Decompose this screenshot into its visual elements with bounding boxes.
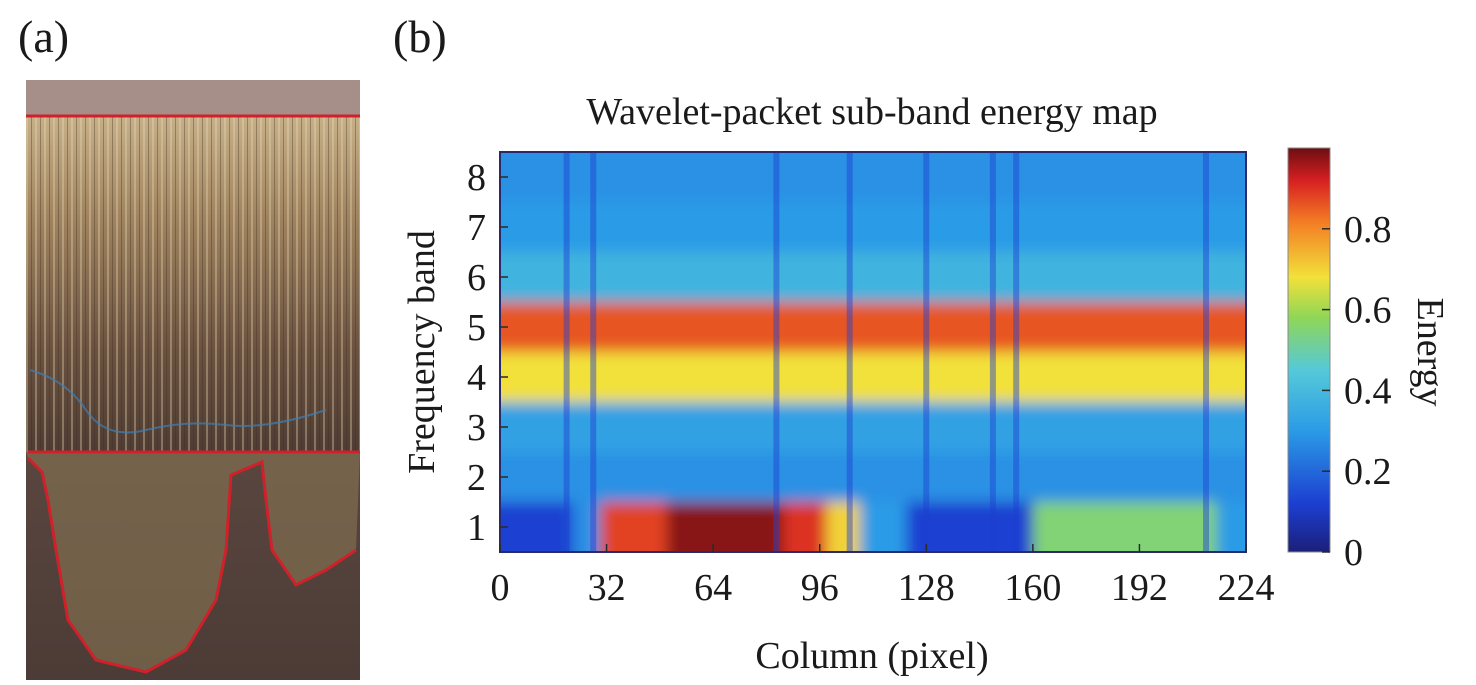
heatmap-smooth-layer [500,152,1246,552]
heatmap-cell-band-1-seg-6 [859,502,907,552]
x-tick-label-0: 0 [491,567,510,609]
y-axis-label: Frequency band [401,230,443,474]
colorbar-tick-label-0.2: 0.2 [1344,451,1392,493]
x-axis-label: Column (pixel) [755,635,988,677]
y-tick-label-8: 8 [467,157,486,199]
heatmap-cell-band-1-seg-8 [1032,502,1217,552]
heatmap-cell-band-3-seg-0 [500,402,1246,452]
heatmap-cell-band-6-seg-0 [500,252,1246,302]
y-tick-label-2: 2 [467,457,486,499]
y-tick-label-6: 6 [467,257,486,299]
heatmap-cell-band-1-seg-2 [599,502,667,552]
heatmap-cell-band-2-seg-0 [500,452,1246,502]
chart-title: Wavelet-packet sub-band energy map [586,91,1157,133]
colorbar-ticks: 0 0.2 0.4 0.6 0.8 [1322,209,1392,574]
heatmap-cell-band-1-seg-7 [906,502,1033,552]
panel-b-label: (b) [393,11,447,62]
x-tick-label-192: 192 [1111,567,1168,609]
x-tick-label-96: 96 [801,567,839,609]
microstructure-photo [26,80,360,680]
x-tick-label-224: 224 [1218,567,1275,609]
x-tick-label-128: 128 [898,567,955,609]
low-energy-streak-6 [1013,152,1020,552]
colorbar-tick-label-0.8: 0.8 [1344,209,1392,251]
colorbar [1287,147,1331,553]
panel-a-label: (a) [18,11,70,62]
heatmap-cell-band-4-seg-0 [500,352,1246,402]
heatmap-cell-band-1-seg-5 [826,502,860,552]
colorbar-label: Energy [1409,297,1451,406]
low-energy-streak-1 [590,152,597,552]
heatmap-cell-band-8-seg-0 [500,152,1246,202]
x-axis-ticks: 0 32 64 96 128 160 192 224 [491,544,1275,609]
x-tick-label-32: 32 [588,567,626,609]
low-energy-streak-7 [1203,152,1210,552]
x-tick-label-64: 64 [694,567,732,609]
y-tick-label-1: 1 [467,507,486,549]
heatmap-cell-band-7-seg-0 [500,202,1246,252]
heatmap-cell-band-1-seg-3 [666,502,784,552]
y-tick-label-7: 7 [467,207,486,249]
low-energy-streak-3 [846,152,853,552]
y-tick-label-5: 5 [467,307,486,349]
low-energy-streak-4 [923,152,930,552]
heatmap-cell-band-1-seg-1 [573,502,600,552]
y-tick-label-3: 3 [467,407,486,449]
heatmap-cell-band-5-seg-0 [500,302,1246,352]
colorbar-tick-label-0.4: 0.4 [1344,370,1392,412]
low-energy-streak-0 [563,152,570,552]
heatmap-cell-band-1-seg-4 [783,502,827,552]
energy-heatmap-chart: Wavelet-packet sub-band energy map 0 32 64… [401,91,1451,677]
plot-frame [499,151,1247,553]
x-tick-label-160: 160 [1004,567,1061,609]
y-axis-ticks: 1 2 3 4 5 6 7 8 [467,157,508,549]
low-energy-streak-5 [989,152,996,552]
heatmap-cells [500,152,1246,552]
colorbar-tick-label-0: 0 [1344,532,1363,574]
y-tick-label-4: 4 [467,357,486,399]
heatmap-cell-band-1-seg-0 [500,502,574,552]
colorbar-tick-label-0.6: 0.6 [1344,290,1392,332]
low-energy-streak-2 [773,152,780,552]
heatmap-cell-band-1-seg-9 [1216,502,1246,552]
